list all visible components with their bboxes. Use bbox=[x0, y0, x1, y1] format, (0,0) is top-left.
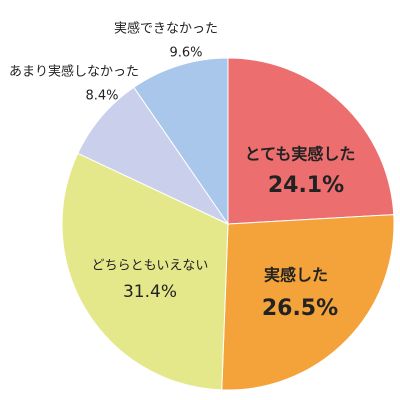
pie-slice bbox=[227, 57, 395, 225]
value-label: 9.6% bbox=[169, 46, 202, 61]
pie-slice bbox=[77, 86, 230, 226]
pie-slice bbox=[133, 57, 229, 226]
value-label: 8.4% bbox=[85, 89, 118, 104]
slice-label: あまり実感しなかった bbox=[9, 64, 139, 80]
value-label: 26.5% bbox=[262, 296, 338, 321]
slice-label: 実感した bbox=[264, 266, 328, 285]
value-label: 31.4% bbox=[123, 282, 177, 302]
slice-label: とても実感した bbox=[245, 145, 356, 164]
pie-slice bbox=[61, 152, 229, 391]
pie-slice bbox=[221, 214, 395, 391]
slice-label: どちらともいえない bbox=[92, 259, 209, 274]
value-label: 24.1% bbox=[268, 173, 344, 198]
slice-label: 実感できなかった bbox=[114, 21, 218, 37]
